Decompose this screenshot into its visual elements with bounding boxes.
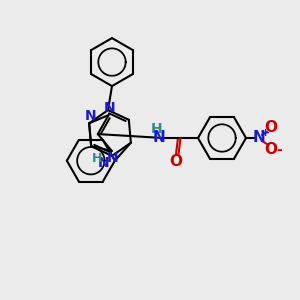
Text: N: N: [84, 109, 96, 123]
Text: -: -: [276, 143, 282, 157]
Text: O: O: [265, 142, 278, 157]
Text: N: N: [98, 156, 110, 170]
Text: H: H: [92, 152, 102, 165]
Text: +: +: [261, 128, 271, 138]
Text: O: O: [169, 154, 182, 169]
Text: N: N: [253, 130, 266, 146]
Text: H: H: [151, 122, 163, 136]
Text: N: N: [153, 130, 165, 146]
Text: N: N: [104, 101, 116, 115]
Text: N: N: [107, 151, 118, 165]
Text: O: O: [265, 119, 278, 134]
